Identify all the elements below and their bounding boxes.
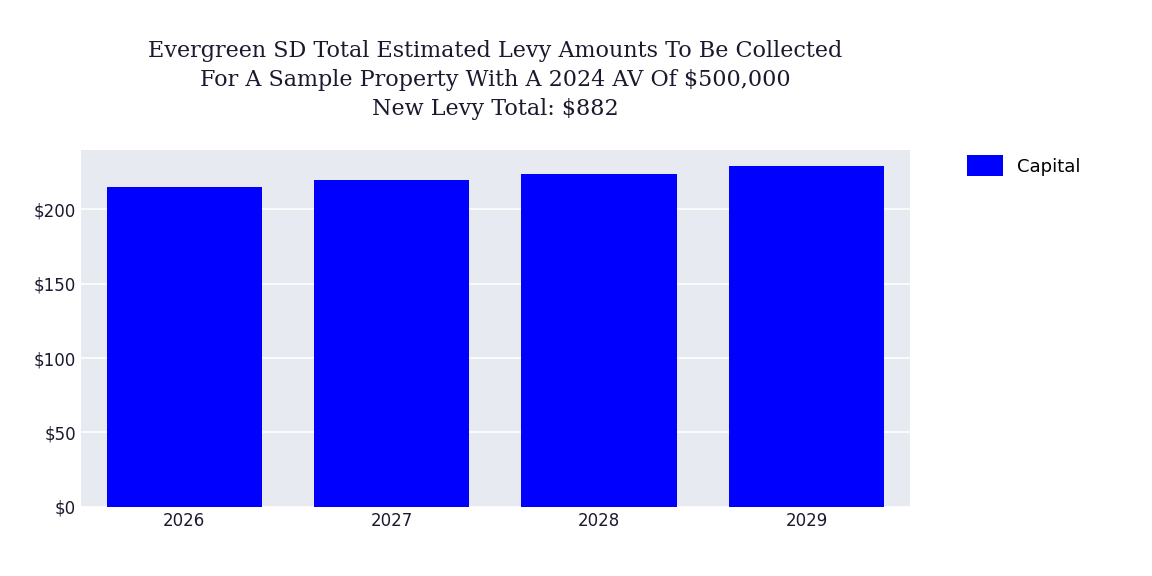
Bar bbox=[522, 173, 677, 507]
Bar bbox=[729, 166, 885, 507]
Legend: Capital: Capital bbox=[953, 141, 1096, 191]
Bar bbox=[107, 187, 263, 507]
Bar bbox=[314, 180, 470, 507]
Text: Evergreen SD Total Estimated Levy Amounts To Be Collected
For A Sample Property : Evergreen SD Total Estimated Levy Amount… bbox=[149, 40, 842, 120]
